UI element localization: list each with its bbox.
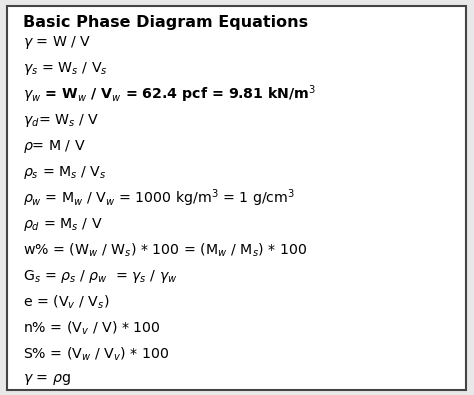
Text: n% = (V$_v$ / V) * 100: n% = (V$_v$ / V) * 100 [23, 319, 160, 337]
Text: $\gamma_d$= W$_s$ / V: $\gamma_d$= W$_s$ / V [23, 112, 99, 129]
Text: w% = (W$_w$ / W$_s$) * 100 = (M$_w$ / M$_s$) * 100: w% = (W$_w$ / W$_s$) * 100 = (M$_w$ / M$… [23, 241, 307, 259]
Text: $\rho_d$ = M$_s$ / V: $\rho_d$ = M$_s$ / V [23, 216, 102, 233]
Text: $\gamma$ = W / V: $\gamma$ = W / V [23, 34, 91, 51]
Text: $\gamma_s$ = W$_s$ / V$_s$: $\gamma_s$ = W$_s$ / V$_s$ [23, 60, 108, 77]
Text: Basic Phase Diagram Equations: Basic Phase Diagram Equations [23, 15, 308, 30]
Text: $\gamma_w$ = W$_w$ / V$_w$ = 62.4 pcf = 9.81 kN/m$^3$: $\gamma_w$ = W$_w$ / V$_w$ = 62.4 pcf = … [23, 83, 316, 105]
Text: $\rho$= M / V: $\rho$= M / V [23, 138, 85, 155]
FancyBboxPatch shape [7, 6, 466, 390]
Text: G$_s$ = $\rho_s$ / $\rho_w$  = $\gamma_s$ / $\gamma_w$: G$_s$ = $\rho_s$ / $\rho_w$ = $\gamma_s$… [23, 267, 177, 284]
Text: S% = (V$_w$ / V$_v$) * 100: S% = (V$_w$ / V$_v$) * 100 [23, 345, 169, 363]
Text: $\rho_s$ = M$_s$ / V$_s$: $\rho_s$ = M$_s$ / V$_s$ [23, 164, 107, 181]
Text: $\rho_w$ = M$_w$ / V$_w$ = 1000 kg/m$^3$ = 1 g/cm$^3$: $\rho_w$ = M$_w$ / V$_w$ = 1000 kg/m$^3$… [23, 187, 295, 209]
Text: e = (V$_v$ / V$_s$): e = (V$_v$ / V$_s$) [23, 293, 109, 311]
Text: $\gamma$ = $\rho$g: $\gamma$ = $\rho$g [23, 372, 71, 387]
